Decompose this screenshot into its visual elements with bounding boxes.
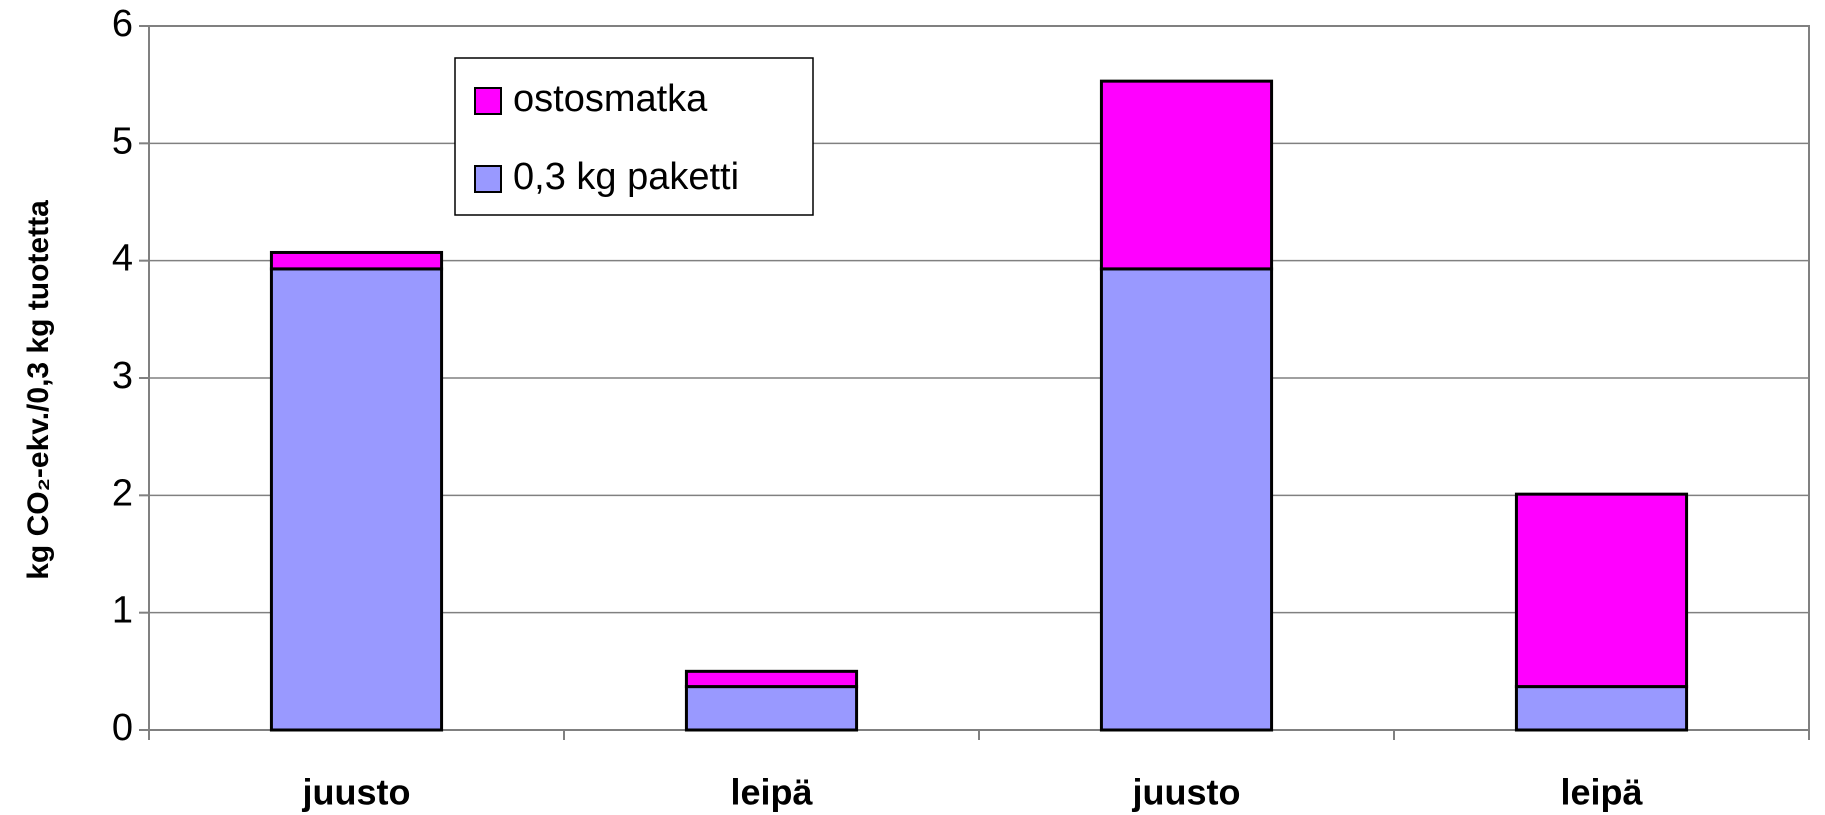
bar-segment xyxy=(1099,267,1274,732)
legend-label: ostosmatka xyxy=(513,78,708,120)
y-axis-label: kg CO₂-ekv./0,3 kg tuotetta xyxy=(22,200,55,580)
x-tick-label: leipä xyxy=(730,772,813,813)
y-tick-label: 4 xyxy=(112,238,133,280)
y-tick-label: 3 xyxy=(112,355,133,397)
x-tick-label: juusto xyxy=(1132,772,1241,813)
bar-segment xyxy=(684,669,859,689)
legend-swatch xyxy=(474,165,502,193)
y-tick-label: 5 xyxy=(112,120,133,162)
x-tick-label: leipä xyxy=(1560,772,1643,813)
legend-label: 0,3 kg paketti xyxy=(513,156,739,198)
y-tick-label: 2 xyxy=(112,472,133,514)
bar-segment xyxy=(1514,685,1689,732)
y-tick-label: 0 xyxy=(112,707,133,749)
y-tick-label: 1 xyxy=(112,590,133,632)
y-tick-label: 6 xyxy=(112,3,133,45)
x-tick-label: juusto xyxy=(302,772,411,813)
bar-segment xyxy=(1514,492,1689,689)
bar-segment xyxy=(684,685,859,732)
legend-swatch xyxy=(474,87,502,115)
legend-box xyxy=(454,57,814,216)
bar-segment xyxy=(1099,79,1274,271)
bar-segment xyxy=(269,267,444,732)
bar-segment xyxy=(269,250,444,271)
